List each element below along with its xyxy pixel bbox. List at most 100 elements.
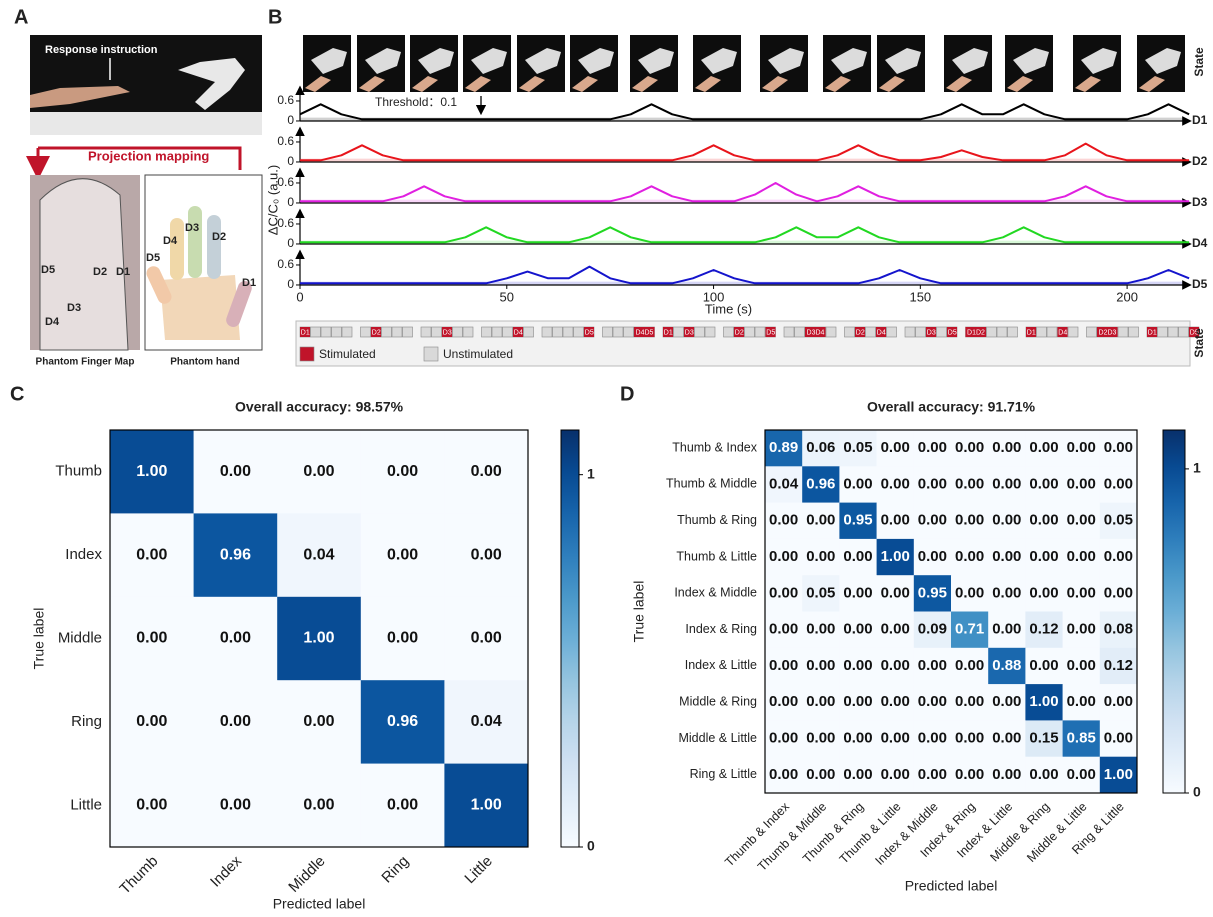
cell-label: 0.00 <box>881 730 910 747</box>
state-cell <box>403 327 413 337</box>
cell-label: 0.00 <box>992 439 1021 456</box>
cell-label: 0.00 <box>769 548 798 565</box>
cell-label: 0.04 <box>769 475 799 492</box>
cell-label: 0.00 <box>806 512 835 529</box>
state-cell <box>574 327 584 337</box>
cell-label: 0.00 <box>955 584 984 601</box>
cell-label: 0.00 <box>992 766 1021 783</box>
x-tick-label: Thumb & Index <box>722 799 792 869</box>
series-label: D2 <box>1192 154 1208 168</box>
cell-label: 0.00 <box>843 657 872 674</box>
y-tick-label: 0 <box>287 277 294 291</box>
cell-label: 0.00 <box>881 584 910 601</box>
finger-label: D2 <box>212 231 226 243</box>
state-cell <box>866 327 876 337</box>
cell-label: 0.96 <box>387 713 418 730</box>
y-tick-label: Thumb & Index <box>672 440 758 454</box>
cell-label: 0.00 <box>769 766 798 783</box>
state-text: D2 <box>372 329 381 336</box>
finger-label: D4 <box>45 316 60 328</box>
cell-label: 0.00 <box>387 463 418 480</box>
cell-label: 0.04 <box>471 713 502 730</box>
signal-line <box>300 227 1189 242</box>
cell-label: 0.06 <box>806 439 835 456</box>
cell-label: 0.85 <box>1067 730 1096 747</box>
state-cell <box>745 327 755 337</box>
state-cell <box>524 327 534 337</box>
x-tick-label: 50 <box>500 289 514 304</box>
x-tick-label: 0 <box>296 289 303 304</box>
state-cell <box>453 327 463 337</box>
state-text: D5 <box>585 329 594 336</box>
cell-label: 0.00 <box>1104 584 1133 601</box>
cell-label: 0.00 <box>843 548 872 565</box>
state-cell <box>503 327 513 337</box>
y-tick-label: Thumb & Ring <box>677 513 757 527</box>
cell-label: 0.89 <box>769 439 798 456</box>
state-text: D1D2 <box>967 329 985 336</box>
cell-label: 0.00 <box>881 693 910 710</box>
cell-label: 0.00 <box>303 797 334 814</box>
cell-label: 0.00 <box>806 693 835 710</box>
cell-label: 0.00 <box>992 730 1021 747</box>
table-surface <box>30 112 262 135</box>
cell-label: 0.00 <box>1029 475 1058 492</box>
x-tick-label: Middle <box>285 853 328 896</box>
cell-label: 0.04 <box>303 546 334 563</box>
state-cell <box>603 327 613 337</box>
cell-label: 0.00 <box>1029 512 1058 529</box>
x-axis-label: Predicted label <box>273 896 366 912</box>
state-text: D3 <box>685 329 694 336</box>
x-tick-label: Little <box>461 853 495 887</box>
state-cell <box>845 327 855 337</box>
cell-label: 0.00 <box>918 730 947 747</box>
cell-label: 0.00 <box>1029 657 1058 674</box>
cell-label: 0.96 <box>806 475 835 492</box>
cell-label: 0.00 <box>918 512 947 529</box>
cell-label: 0.00 <box>1029 584 1058 601</box>
state-cell <box>826 327 836 337</box>
colorbar-tick-label: 1 <box>1193 460 1201 476</box>
x-axis-label: Predicted label <box>905 878 998 894</box>
panel-label: D <box>620 383 634 405</box>
state-cell <box>755 327 765 337</box>
cell-label: 0.00 <box>1029 548 1058 565</box>
state-cell <box>695 327 705 337</box>
cell-label: 1.00 <box>1029 693 1058 710</box>
state-cell <box>382 327 392 337</box>
state-cell <box>432 327 442 337</box>
cell-label: 0.00 <box>955 475 984 492</box>
cell-label: 0.00 <box>136 797 167 814</box>
cell-label: 0.00 <box>387 797 418 814</box>
state-text: D2 <box>856 329 865 336</box>
cell-label: 0.00 <box>843 584 872 601</box>
cell-label: 0.00 <box>843 693 872 710</box>
panel-label: A <box>14 6 28 28</box>
cell-label: 0.00 <box>881 439 910 456</box>
cell-label: 0.00 <box>769 621 798 638</box>
cell-label: 0.00 <box>806 766 835 783</box>
y-tick-label: Ring & Little <box>690 767 757 781</box>
state-cell <box>1158 327 1168 337</box>
finger-label: D5 <box>146 252 160 264</box>
cell-label: 0.00 <box>918 548 947 565</box>
x-tick-label: 150 <box>909 289 931 304</box>
signal-line <box>300 144 1189 161</box>
cell-label: 0.00 <box>806 730 835 747</box>
cell-label: 0.00 <box>843 730 872 747</box>
y-tick-label: Index & Little <box>685 658 757 672</box>
cell-label: 1.00 <box>303 630 334 647</box>
panel-a: Response instruction Projection mapping … <box>30 35 262 368</box>
cell-label: 0.00 <box>1104 475 1133 492</box>
state-cell <box>1087 327 1097 337</box>
cell-label: 0.05 <box>843 439 872 456</box>
state-text: D4 <box>877 329 886 336</box>
state-cell <box>724 327 734 337</box>
y-tick-label: 0.6 <box>277 257 294 271</box>
cell-label: 0.00 <box>769 693 798 710</box>
cell-label: 0.00 <box>1104 693 1133 710</box>
cell-label: 0.00 <box>1029 439 1058 456</box>
cell-label: 0.00 <box>1029 766 1058 783</box>
y-axis-label: ΔC/C₀ (a.u.) <box>265 165 280 235</box>
cell-label: 0.00 <box>1104 548 1133 565</box>
